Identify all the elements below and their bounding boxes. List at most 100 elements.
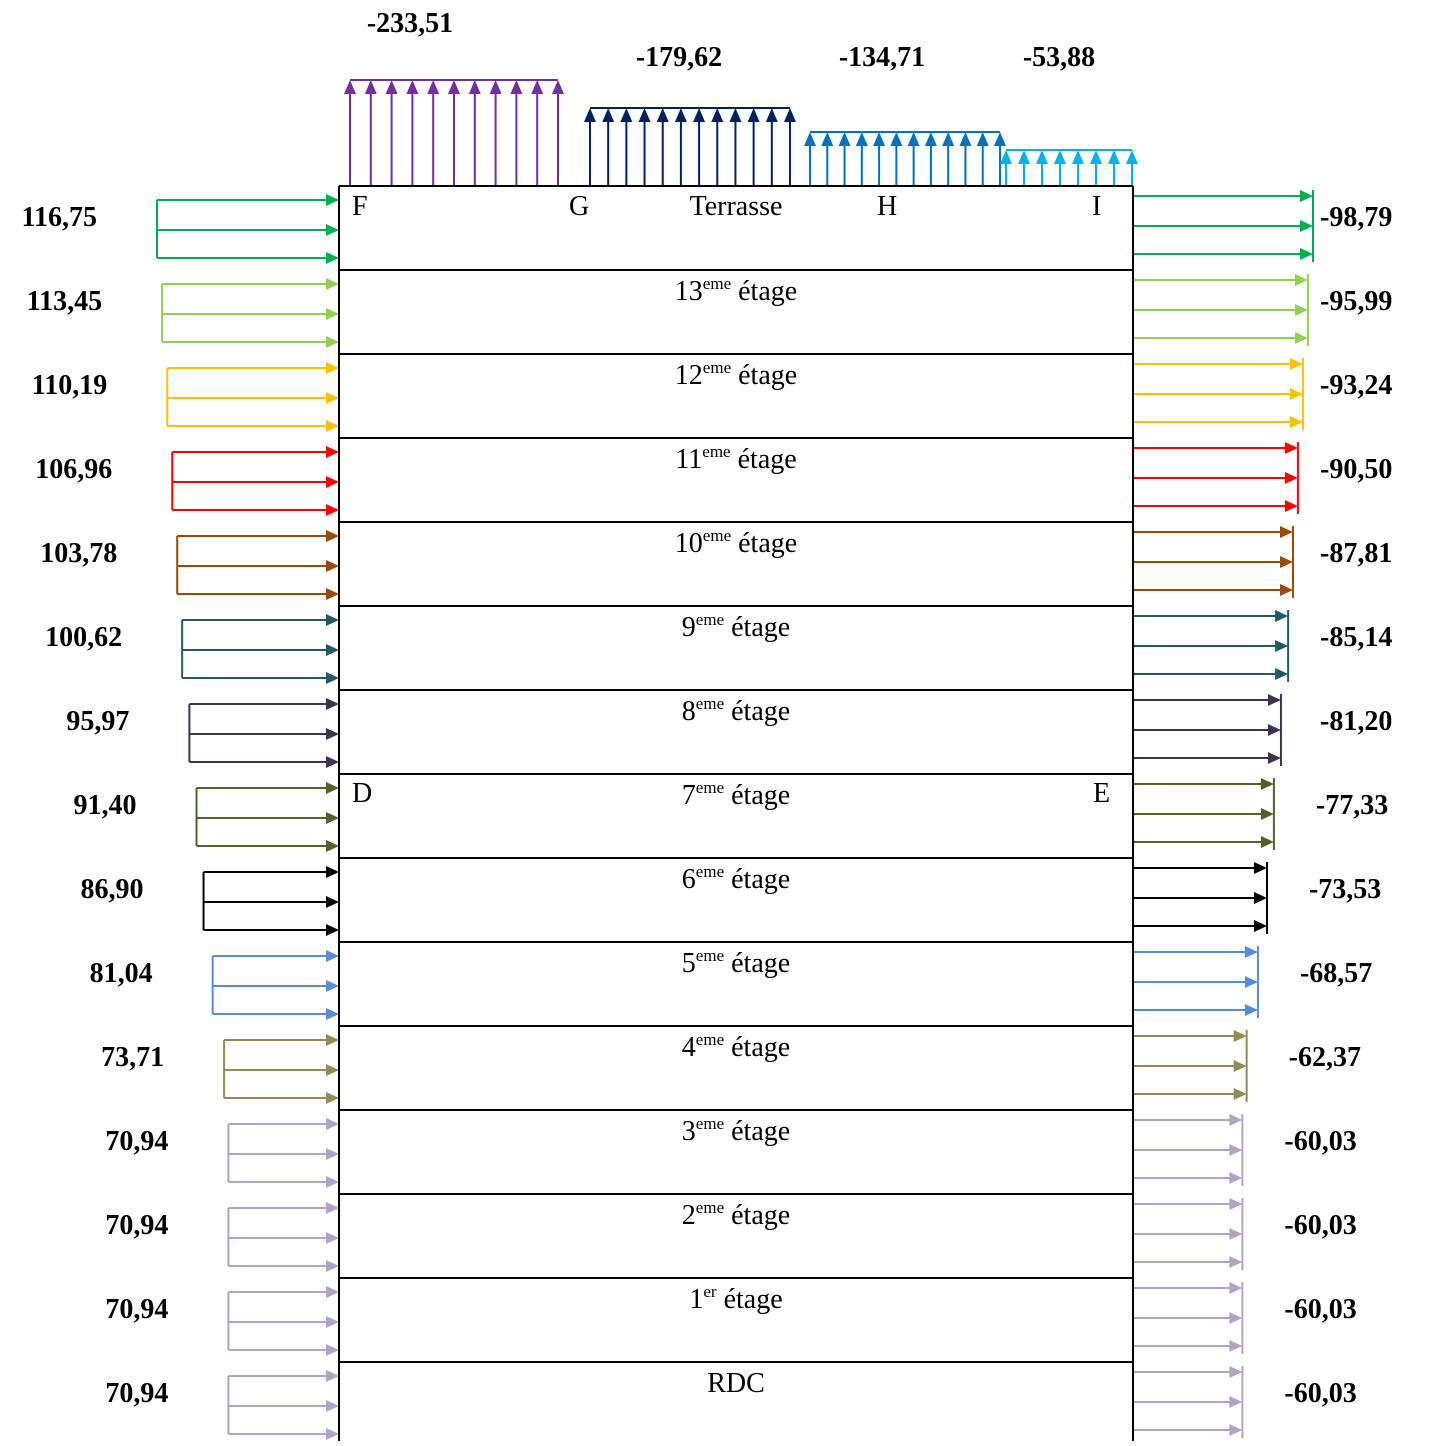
load-arrow-head: [1233, 1088, 1247, 1100]
load-arrow-head: [1260, 808, 1274, 820]
load-arrow-head: [1289, 388, 1303, 400]
roof-arrow-head: [907, 132, 920, 146]
level-11-right-value: -90,50: [1320, 454, 1392, 485]
level-10-label: 10eme étage: [675, 526, 797, 559]
load-arrow-head: [1229, 1282, 1243, 1294]
level-1-label: 1er étage: [689, 1282, 782, 1315]
roof-arrow-head: [855, 132, 868, 146]
roof-arrow-head: [448, 80, 460, 94]
load-arrow-head: [326, 278, 339, 290]
level-9-right-load: [1133, 610, 1290, 682]
load-arrow-head: [326, 1064, 339, 1076]
roof-arrow-head: [510, 80, 523, 94]
load-arrow-head: [326, 1232, 339, 1244]
node-d: D: [352, 778, 372, 809]
load-arrow-head: [326, 224, 339, 236]
load-arrow-head: [326, 420, 339, 432]
level-4-left-load: [223, 1034, 339, 1104]
roof-arrow-head: [406, 80, 419, 94]
level-8-label: 8eme étage: [682, 694, 790, 727]
load-arrow-head: [326, 698, 339, 710]
load-arrow-head: [1300, 220, 1313, 232]
load-arrow-head: [1229, 1340, 1243, 1352]
arrows-layer: [156, 79, 1314, 1440]
roof-arrow-head: [638, 108, 651, 122]
level-12-label: 12eme étage: [675, 358, 797, 391]
load-arrow-head: [1253, 892, 1267, 904]
level-11-left-value: 106,96: [35, 454, 112, 485]
level-8-right-value: -81,20: [1320, 706, 1392, 737]
level-2-right-load: [1133, 1198, 1244, 1270]
load-arrow-head: [326, 1202, 339, 1214]
roof-arrow-head: [873, 132, 886, 146]
load-arrow-head: [1253, 920, 1267, 932]
level-6-label: 6eme étage: [682, 862, 790, 895]
load-arrow-head: [326, 1260, 339, 1272]
roof-value-3: -134,71: [839, 42, 925, 73]
roof-value-labels: -233,51 -179,62 -134,71 -53,88: [367, 8, 1095, 73]
load-arrow-head: [1260, 778, 1274, 790]
level-8-left-load: [188, 698, 339, 768]
load-arrow-head: [326, 476, 339, 488]
level-13-label: 13eme étage: [675, 274, 797, 307]
level-1-left-value: 70,94: [105, 1294, 168, 1325]
level-1-left-load: [227, 1286, 339, 1356]
level-7-label: 7eme étage: [682, 778, 790, 811]
roof-arrow-head: [385, 80, 398, 94]
load-arrow-head: [1300, 248, 1313, 260]
roof-value-2: -179,62: [636, 42, 722, 73]
load-arrow-head: [1275, 668, 1289, 680]
level-3-right-value: -60,03: [1284, 1126, 1356, 1157]
roof-arrow-head: [804, 132, 816, 146]
level-13-right-load: [1133, 274, 1309, 346]
load-arrow-head: [326, 1092, 339, 1104]
roof-arrow-head: [489, 80, 502, 94]
roof-arrow-head: [942, 132, 955, 146]
roof-load-segment-1: [344, 79, 564, 186]
node-i: I: [1092, 191, 1101, 222]
level-7-right-load: [1133, 778, 1275, 850]
level-12-left-value: 110,19: [32, 370, 107, 401]
level-3-left-load: [227, 1118, 339, 1188]
load-arrow-head: [1279, 526, 1293, 538]
level-1-right-load: [1133, 1282, 1244, 1354]
load-arrow-head: [1294, 332, 1308, 344]
load-arrow-head: [326, 392, 339, 404]
load-arrow-head: [326, 530, 339, 542]
load-arrow-head: [1229, 1396, 1243, 1408]
load-arrow-head: [1267, 694, 1281, 706]
load-arrow-head: [1244, 976, 1258, 988]
load-arrow-head: [326, 1370, 339, 1382]
roof-arrow-head: [765, 108, 778, 122]
load-arrow-head: [326, 1400, 339, 1412]
level-12-left-load: [166, 362, 339, 432]
load-arrow-head: [1229, 1424, 1243, 1436]
load-arrow-head: [1267, 724, 1281, 736]
load-arrow-head: [1275, 640, 1289, 652]
load-arrow-head: [326, 924, 339, 936]
load-arrow-head: [326, 336, 339, 348]
level-9-label: 9eme étage: [682, 610, 790, 643]
load-arrow-head: [1300, 190, 1313, 202]
level-6-right-load: [1133, 862, 1268, 934]
level-3-label: 3eme étage: [682, 1114, 790, 1147]
load-arrow-head: [326, 950, 339, 962]
load-arrow-head: [326, 1428, 339, 1440]
level-terrasse-right-value: -98,79: [1320, 202, 1392, 233]
level-11-left-load: [171, 446, 339, 516]
roof-arrow-head: [1018, 150, 1030, 164]
level-4-left-value: 73,71: [101, 1042, 164, 1073]
load-arrow-head: [1244, 1004, 1258, 1016]
node-e: E: [1093, 778, 1110, 809]
load-arrow-head: [326, 362, 339, 374]
load-arrow-head: [326, 1008, 339, 1020]
level-13-left-load: [161, 278, 339, 348]
level-3-right-load: [1133, 1114, 1244, 1186]
roof-arrow-head: [729, 108, 742, 122]
load-arrow-head: [326, 728, 339, 740]
roof-arrow-head: [976, 132, 989, 146]
roof-arrow-head: [531, 80, 544, 94]
level-7-right-value: -77,33: [1316, 790, 1388, 821]
roof-arrow-head: [602, 108, 615, 122]
load-arrow-head: [326, 1286, 339, 1298]
